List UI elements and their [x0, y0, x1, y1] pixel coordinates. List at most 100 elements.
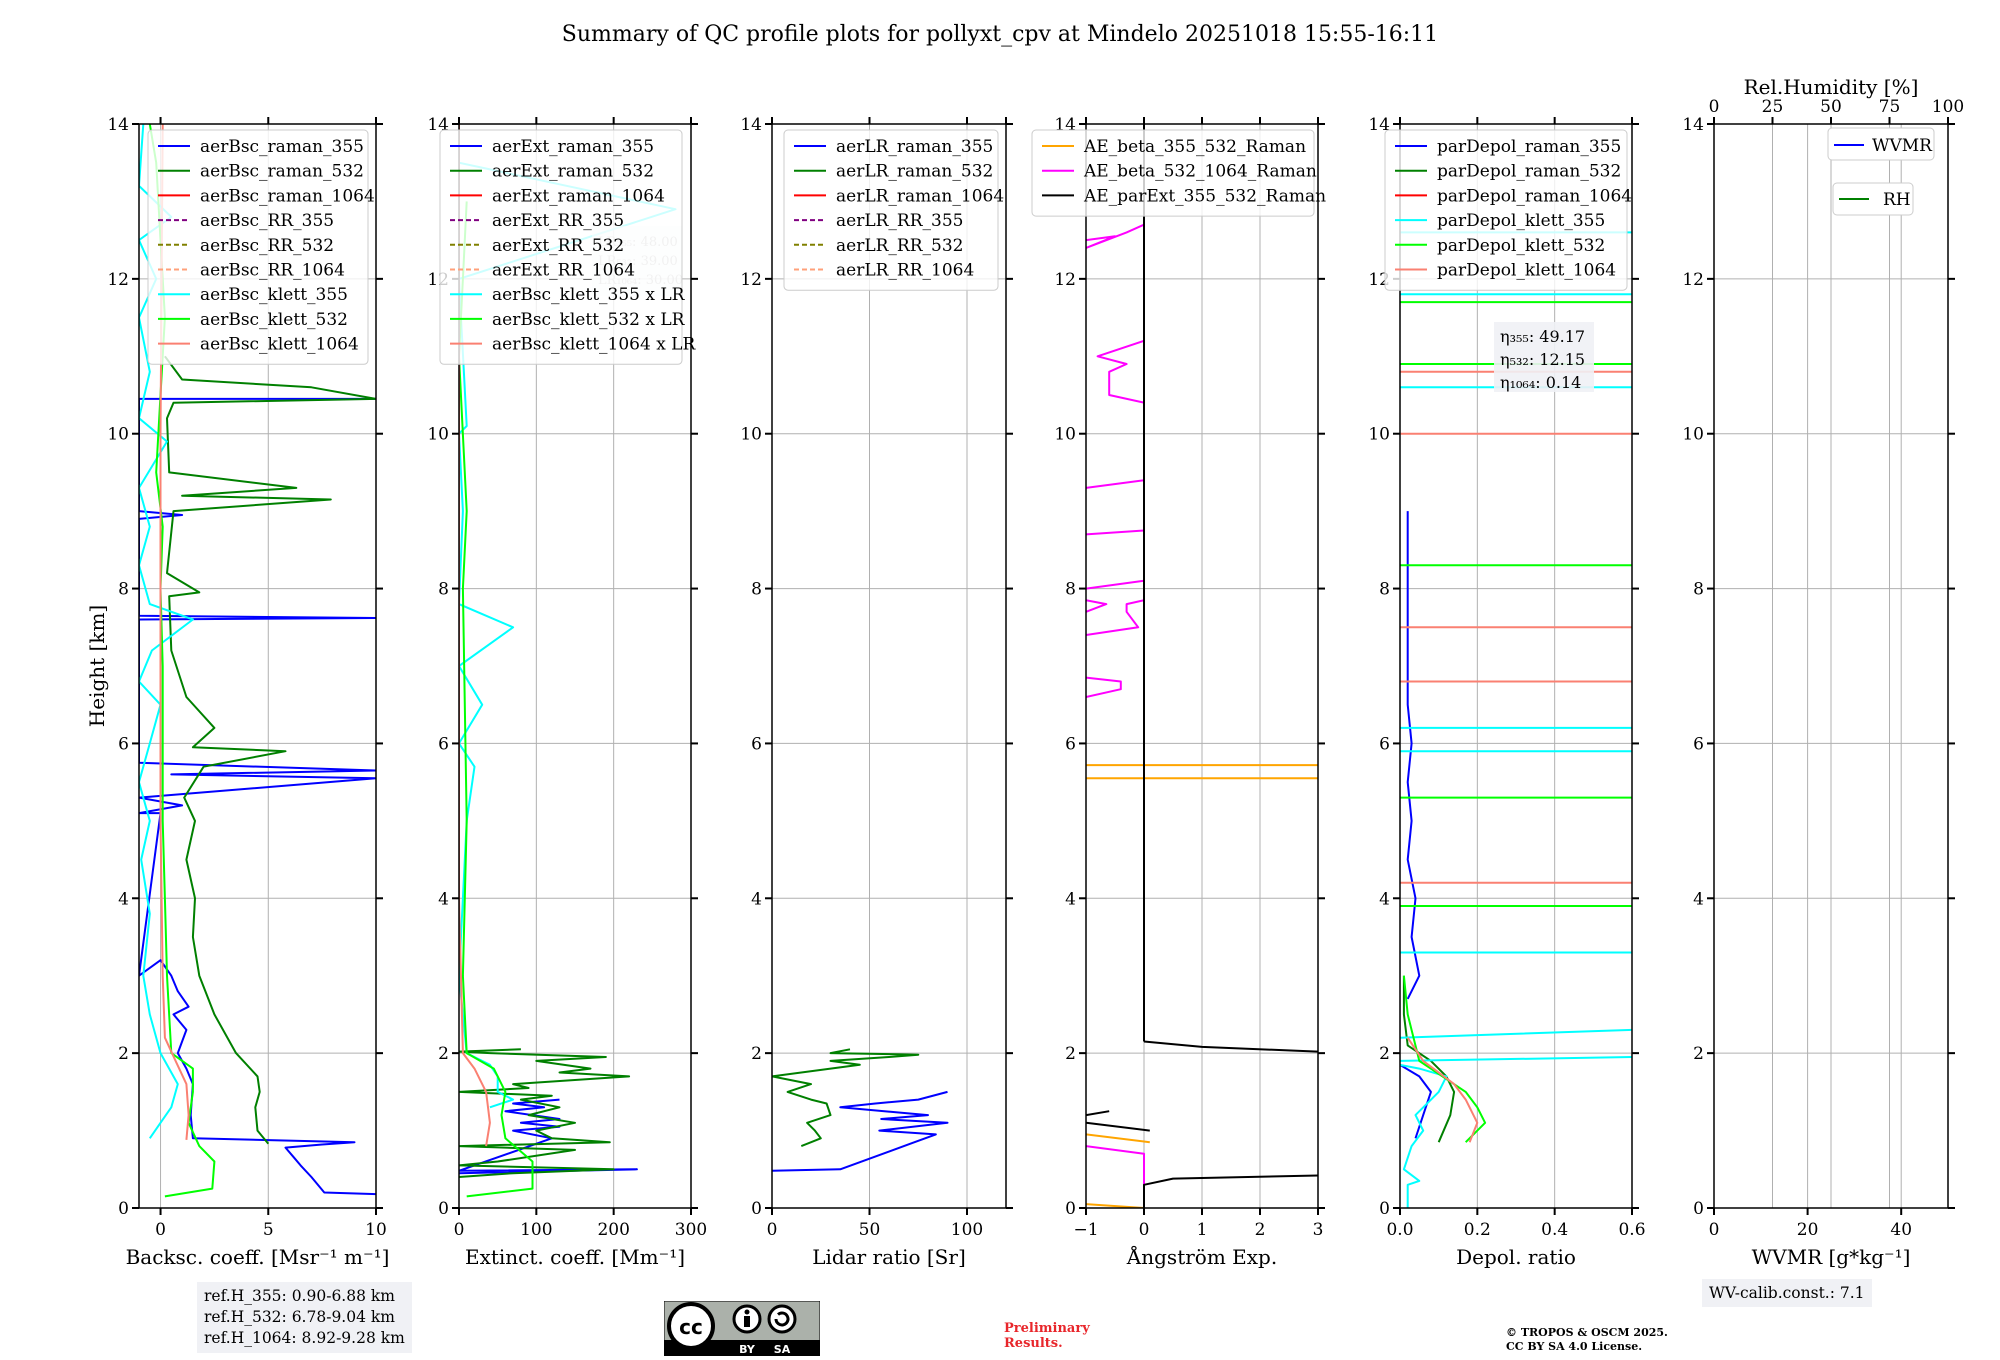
y-tick-label: 6 — [118, 734, 129, 754]
legend-label: aerBsc_raman_532 — [200, 162, 364, 182]
series-group — [1086, 124, 1318, 1208]
legend-depol: parDepol_raman_355 parDepol_raman_532 parD… — [1384, 129, 1632, 291]
series-group — [772, 1048, 949, 1172]
x-tick-label: 100 — [520, 1220, 552, 1240]
legend-bsc: aerBsc_raman_355 aerBsc_raman_532 aerBsc_r… — [147, 129, 375, 365]
series-line-parDepol_klett_1064 — [1400, 370, 1632, 1143]
wv-calibration-box: WV-calib.const.: 7.1 — [1702, 1279, 1872, 1307]
series-line-aerBsc_klett_1064 x LR — [459, 124, 491, 1147]
legend-lr: aerLR_raman_355 aerLR_raman_532 aerLR_rama… — [783, 129, 1004, 291]
annotation-text: η₃₅₅: 49.17 — [1500, 327, 1585, 346]
legend-frame — [1384, 129, 1628, 291]
annotation-box — [1494, 322, 1594, 392]
y-tick-label: 4 — [751, 889, 762, 909]
legend-label: aerExt_RR_355 — [492, 211, 624, 231]
x-tick-label: 0.2 — [1464, 1220, 1491, 1240]
legend-label: aerBsc_klett_1064 x LR — [492, 335, 696, 355]
x-axis-label: Extinct. coeff. [Mm⁻¹] — [465, 1245, 685, 1269]
axes-frame — [138, 123, 377, 1209]
legend-label: aerBsc_raman_355 — [200, 137, 364, 157]
copyright-line-2: CC BY SA 4.0 License. — [1506, 1340, 1643, 1353]
y-tick-label: 4 — [1065, 889, 1076, 909]
series-line-aerLR_raman_532 — [772, 1048, 920, 1148]
y-tick-label: 0 — [751, 1199, 762, 1219]
legend-label: aerBsc_klett_355 — [200, 285, 348, 305]
x-tick-label: 300 — [675, 1220, 707, 1240]
x-axis-label: Depol. ratio — [1456, 1245, 1576, 1269]
legend-label: aerBsc_RR_355 — [200, 211, 334, 231]
legend-label: parDepol_raman_355 — [1437, 137, 1621, 157]
y-tick-label: 0 — [1693, 1199, 1704, 1219]
x-tick-label: 0.4 — [1541, 1220, 1568, 1240]
legend-label: RH — [1883, 190, 1911, 210]
y-tick-label: 10 — [1368, 425, 1390, 445]
figure-title: Summary of QC profile plots for pollyxt_… — [561, 22, 1439, 47]
series-line-aerBsc_klett_355 — [139, 124, 194, 1139]
by-label: BY — [739, 1343, 756, 1356]
legend-rh: RH — [1832, 182, 1914, 216]
x-tick-label: 100 — [951, 1220, 983, 1240]
x-axis-label: Ångström Exp. — [1126, 1244, 1277, 1269]
series-line-aerBsc_klett_1064 — [159, 124, 190, 1140]
series-line-parDepol_raman_355 — [1400, 511, 1432, 1139]
y-tick-label: 8 — [1693, 580, 1704, 600]
x-axis-label: Backsc. coeff. [Msr⁻¹ m⁻¹] — [126, 1245, 390, 1269]
y-tick-label: 10 — [1682, 425, 1704, 445]
legend-label: AE_beta_355_532_Raman — [1083, 137, 1306, 157]
legend-label: aerLR_RR_355 — [836, 211, 963, 231]
series-line-AE_parExt_355_532_Raman — [1086, 124, 1318, 1208]
x-tick-label: 3 — [1313, 1220, 1324, 1240]
legend-frame — [1827, 127, 1935, 161]
x2-tick-label: 75 — [1879, 97, 1901, 117]
legend-label: aerLR_raman_532 — [836, 162, 993, 182]
legend-label: aerBsc_RR_532 — [200, 236, 334, 256]
legend-ae: AE_beta_355_532_Raman AE_beta_532_1064_Ra… — [1031, 129, 1326, 217]
series-line-aerExt_raman_532 — [459, 1048, 631, 1178]
y-tick-label: 12 — [740, 270, 762, 290]
legend-label: WVMR — [1872, 136, 1933, 156]
legend-label: parDepol_klett_1064 — [1437, 261, 1616, 281]
ref-height-355: ref.H_355: 0.90-6.88 km — [204, 1287, 395, 1305]
y-tick-label: 14 — [1368, 115, 1390, 135]
series-line-AE_beta_532_1064_Raman — [1086, 223, 1145, 1208]
y-axis-label: Height [km] — [85, 605, 109, 727]
series-line-aerBsc_raman_532 — [164, 355, 376, 1145]
legend-frame — [783, 129, 999, 291]
axes-frame — [771, 123, 1007, 1209]
legend-label: parDepol_klett_532 — [1437, 236, 1605, 256]
legend-frame — [147, 129, 369, 365]
annotation-text: η₅₃₂: 12.15 — [1500, 350, 1585, 369]
y-tick-label: 0 — [118, 1199, 129, 1219]
y-tick-label: 6 — [1693, 734, 1704, 754]
y-tick-label: 12 — [1054, 270, 1076, 290]
y-tick-label: 2 — [1065, 1044, 1076, 1064]
y-tick-label: 2 — [438, 1044, 449, 1064]
y-tick-label: 10 — [1054, 425, 1076, 445]
y-tick-label: 0 — [438, 1199, 449, 1219]
annotation-text: η₁₀₆₄: 0.14 — [1500, 373, 1581, 392]
x-axis-label: WVMR [g*kg⁻¹] — [1752, 1245, 1911, 1269]
series-line-aerLR_raman_355 — [772, 1090, 949, 1172]
x-tick-label: −1 — [1073, 1220, 1098, 1240]
x-tick-label: 20 — [1797, 1220, 1819, 1240]
y-tick-label: 6 — [438, 734, 449, 754]
y-tick-label: 10 — [107, 425, 129, 445]
preliminary-line-1: Preliminary — [1004, 1321, 1090, 1336]
x-tick-label: 0 — [155, 1220, 166, 1240]
copyright-note: © TROPOS & OSCM 2025. CC BY SA 4.0 Licen… — [1506, 1326, 1668, 1354]
ref-height-532: ref.H_532: 6.78-9.04 km — [204, 1308, 395, 1326]
sa-icon — [767, 1304, 797, 1334]
cc-icon — [667, 1302, 715, 1350]
x-tick-label: 0.0 — [1386, 1220, 1413, 1240]
y-tick-label: 4 — [1693, 889, 1704, 909]
x-tick-label: 0 — [454, 1220, 465, 1240]
legend-label: aerLR_RR_532 — [836, 236, 963, 256]
x2-tick-label: 100 — [1932, 97, 1964, 117]
y-tick-label: 12 — [107, 270, 129, 290]
legend-label: aerExt_RR_532 — [492, 236, 624, 256]
ref-height-1064: ref.H_1064: 8.92-9.28 km — [204, 1329, 405, 1347]
